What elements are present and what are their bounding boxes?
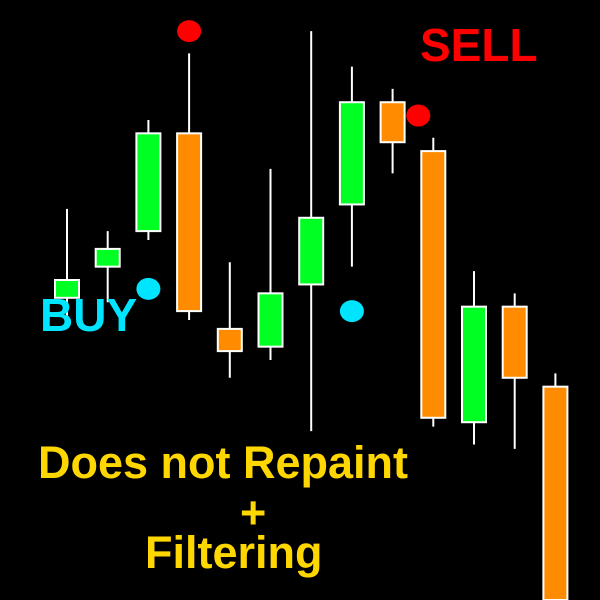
candle-body (94, 247, 121, 268)
sell-label: SELL (420, 19, 538, 71)
headline-plus: + (240, 487, 267, 538)
bearish-candle (420, 137, 447, 427)
bearish-candle (176, 53, 203, 320)
headline-does-not-repaint: Does not Repaint (38, 437, 409, 488)
sell-signal-dot (406, 104, 431, 127)
candle-body (176, 132, 203, 313)
bullish-candle (94, 231, 121, 303)
candle-body (135, 132, 162, 233)
candle-body (257, 292, 284, 348)
bearish-candle (501, 293, 528, 449)
candle-body (298, 216, 325, 286)
candle-body (501, 305, 528, 379)
bullish-candle (298, 31, 325, 432)
buy-signal-dot (136, 277, 161, 300)
bearish-candle (216, 262, 243, 378)
candle-body (379, 101, 406, 144)
bullish-candle (135, 120, 162, 240)
sell-signal-dot (177, 20, 202, 43)
candle-body (338, 101, 365, 206)
bullish-candle (54, 208, 80, 316)
candle-body (216, 327, 243, 353)
bearish-candle (379, 88, 406, 174)
buy-label: BUY (40, 289, 138, 341)
headline-filtering: Filtering (145, 527, 323, 578)
bullish-candle (257, 168, 284, 360)
buy-signal-dot (339, 300, 364, 323)
bullish-candle (338, 66, 365, 267)
candle-body (54, 279, 80, 299)
candle-body (542, 385, 569, 600)
bearish-candle (542, 373, 569, 600)
candle-body (420, 150, 447, 419)
candle-body (461, 305, 487, 424)
bullish-candle (461, 271, 487, 445)
